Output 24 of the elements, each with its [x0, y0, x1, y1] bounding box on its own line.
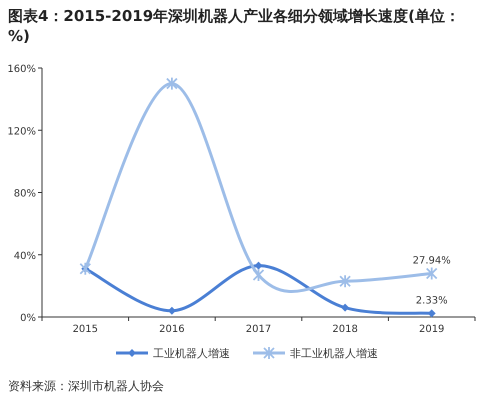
point [254, 262, 262, 270]
x-tick-label: 2015 [72, 324, 98, 335]
legend-label: 非工业机器人增速 [290, 347, 378, 360]
chart-title: 图表4：2015-2019年深圳机器人产业各细分领域增长速度(单位：%) [8, 6, 462, 46]
y-tick-label: 160% [7, 64, 36, 75]
point [252, 268, 264, 282]
x-tick-label: 2017 [246, 324, 272, 335]
text: 资料来源：深圳市机器人协会 [8, 378, 164, 395]
y-tick-label: 0% [20, 313, 36, 324]
point [79, 262, 92, 276]
point [426, 266, 438, 280]
data-label: 27.94% [412, 256, 451, 267]
y-tick-label: 80% [14, 188, 36, 200]
x-tick-label: 2016 [159, 324, 185, 335]
point [428, 309, 436, 318]
point [341, 304, 350, 312]
point [339, 274, 351, 288]
y-tick-label: 40% [14, 250, 36, 262]
y-tick-label: 120% [7, 126, 36, 138]
x-tick-label: 2019 [418, 324, 444, 335]
data-label: 2.33% [416, 295, 448, 306]
legend-label: 工业机器人增速 [153, 347, 230, 360]
point [166, 76, 178, 90]
x-tick-label: 2018 [332, 324, 358, 335]
